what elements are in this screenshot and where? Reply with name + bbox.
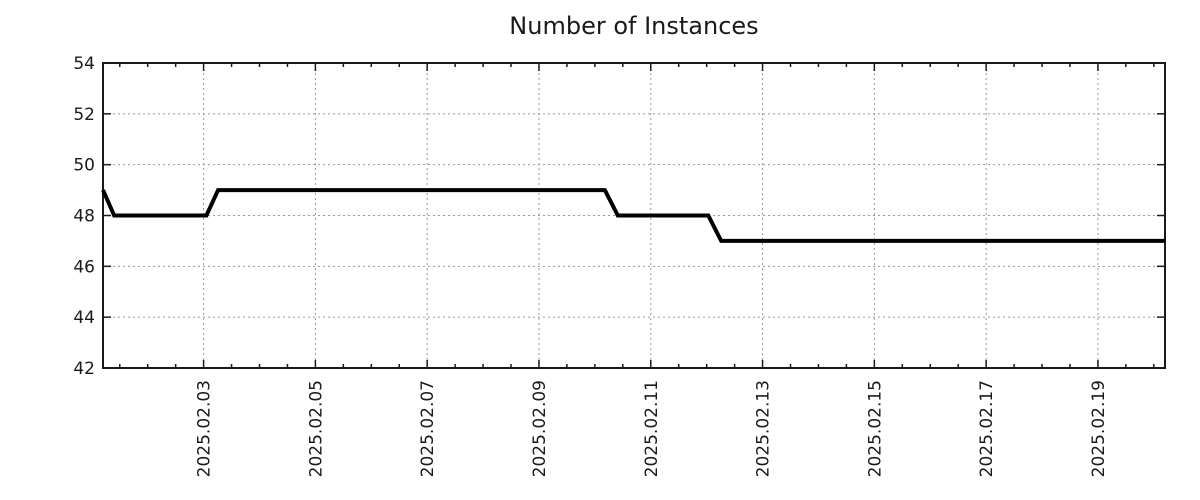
chart-title: Number of Instances: [509, 12, 759, 40]
plot-border: [102, 62, 1166, 369]
y-tick-label: 48: [73, 207, 95, 227]
y-tick-label: 52: [73, 105, 95, 125]
x-tick-label: 2025.02.09: [530, 380, 550, 477]
x-tick-label: 2025.02.07: [418, 380, 438, 477]
x-tick-label: 2025.02.19: [1089, 380, 1109, 477]
y-tick-label: 44: [73, 308, 95, 328]
y-tick-label: 46: [73, 257, 95, 277]
x-tick-label: 2025.02.11: [642, 380, 662, 477]
x-tick-label: 2025.02.03: [195, 380, 215, 477]
y-tick-label: 42: [73, 359, 95, 379]
y-tick-label: 50: [73, 156, 95, 176]
x-tick-label: 2025.02.13: [754, 380, 774, 477]
y-tick-label: 54: [73, 54, 95, 74]
x-tick-label: 2025.02.15: [865, 380, 885, 477]
x-tick-label: 2025.02.17: [977, 380, 997, 477]
x-tick-label: 2025.02.05: [306, 380, 326, 477]
series-line-instances: [101, 188, 1165, 243]
